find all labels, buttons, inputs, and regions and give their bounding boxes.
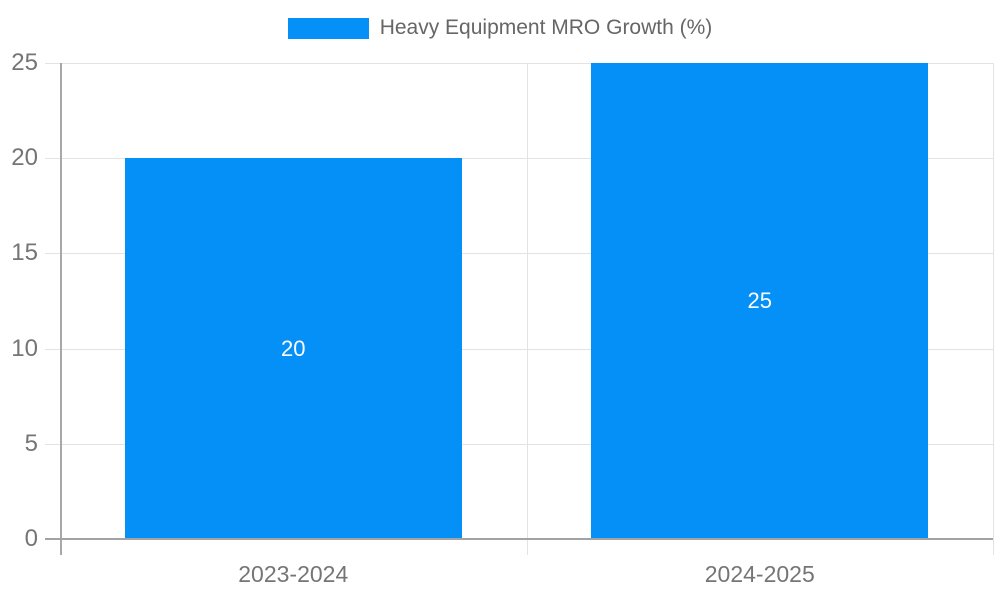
y-tick-label: 0 <box>24 525 38 552</box>
bar[interactable] <box>591 63 929 539</box>
y-tick-label: 5 <box>24 429 38 457</box>
y-tick-label: 20 <box>11 144 38 172</box>
x-tick-label: 2024-2025 <box>704 561 815 587</box>
x-tick-label: 2023-2024 <box>238 561 349 587</box>
y-gridline <box>45 348 993 350</box>
y-tick-label: 10 <box>11 334 38 362</box>
y-axis-line <box>60 63 62 555</box>
legend-swatch-icon <box>287 17 369 39</box>
x-axis-line <box>45 538 993 540</box>
category-boundary-gridline <box>993 63 994 555</box>
bar-value-label: 20 <box>281 335 306 361</box>
chart-legend[interactable]: Heavy Equipment MRO Growth (%) <box>0 16 1000 40</box>
y-gridline <box>45 253 993 255</box>
y-tick-label: 15 <box>11 239 38 267</box>
y-tick-label: 25 <box>11 49 38 76</box>
legend-label: Heavy Equipment MRO Growth (%) <box>379 16 713 39</box>
bar[interactable] <box>124 158 462 539</box>
bar-value-label: 25 <box>747 288 772 313</box>
category-boundary-gridline <box>526 63 528 555</box>
y-gridline <box>45 443 993 445</box>
y-gridline <box>45 158 993 160</box>
y-gridline <box>45 63 993 64</box>
